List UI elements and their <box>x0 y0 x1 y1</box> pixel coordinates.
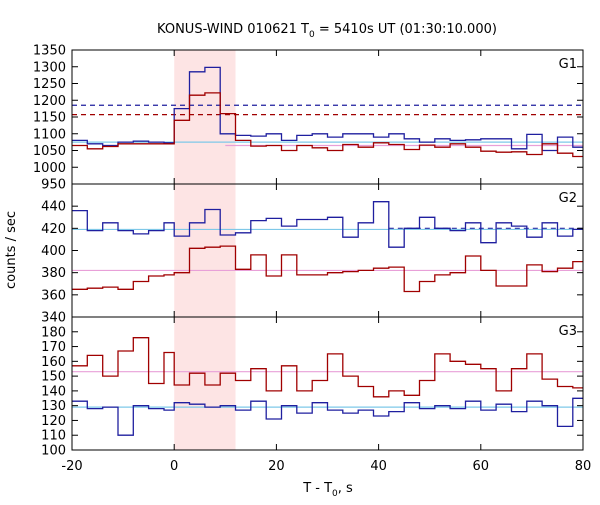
panel-label-g2: G2 <box>559 191 577 206</box>
y-tick-label: 140 <box>41 384 66 399</box>
x-axis-title: T - T0, s <box>302 481 353 499</box>
y-tick-label: 130 <box>41 399 66 414</box>
panel-g2: 340 360 380 400 420 440 G2 <box>41 183 584 326</box>
y-tick-label: 1100 <box>33 127 66 142</box>
x-tick-label: -20 <box>61 459 82 474</box>
panel-frame-g1 <box>71 49 584 185</box>
y-tick-label: 100 <box>41 444 66 459</box>
panel-frame-g2 <box>71 183 584 318</box>
panel-frame-g3 <box>71 316 584 451</box>
y-tick-label: 120 <box>41 414 66 429</box>
y-tick-label: 1150 <box>33 111 66 126</box>
plot-layer: 95010001050110011501200125013001350G1340… <box>33 44 591 475</box>
chart-title-subscript: 0 <box>309 30 315 40</box>
x-axis-title-subscript: 0 <box>332 489 338 499</box>
panel-label-g3: G3 <box>559 324 577 339</box>
x-tick-label: 20 <box>268 459 285 474</box>
series-g2-red <box>72 245 583 293</box>
y-tick-label: 170 <box>41 340 66 355</box>
chart-title-suffix: = 5410s UT (01:30:10.000) <box>315 22 497 37</box>
series-g3-blue <box>72 397 583 436</box>
y-tick-label: 1300 <box>33 60 66 75</box>
y-tick-label: 160 <box>41 355 66 370</box>
y-tick-label: 1050 <box>33 144 66 159</box>
x-tick-label: 40 <box>370 459 387 474</box>
y-tick-label: 950 <box>41 178 66 193</box>
y-tick-label: 180 <box>41 325 66 340</box>
panel-label-g1: G1 <box>559 57 577 72</box>
x-tick-label: 0 <box>170 459 178 474</box>
y-tick-label: 400 <box>41 244 66 259</box>
y-tick-label: 420 <box>41 222 66 237</box>
chart-title-prefix: KONUS-WIND 010621 T <box>157 22 309 37</box>
y-tick-label: 360 <box>41 288 66 303</box>
series-g2-blue <box>72 201 583 248</box>
series-g1-red <box>72 92 583 158</box>
y-axis-title: counts / sec <box>4 211 19 289</box>
y-tick-label: 1350 <box>33 44 66 59</box>
y-tick-label: 1000 <box>33 161 66 176</box>
series-g1-blue <box>72 66 583 152</box>
x-tick-label: 80 <box>575 459 592 474</box>
chart-title: KONUS-WIND 010621 T0 = 5410s UT (01:30:1… <box>157 22 497 40</box>
series-g3-red <box>72 337 583 398</box>
burst-interval-highlight <box>174 50 236 450</box>
y-tick-label: 340 <box>41 311 66 326</box>
x-tick-label: 60 <box>473 459 490 474</box>
y-tick-label: 1250 <box>33 77 66 92</box>
y-tick-label: 380 <box>41 266 66 281</box>
x-axis-title-suffix: , s <box>338 481 353 496</box>
y-tick-label: 110 <box>41 429 66 444</box>
x-axis-title-prefix: T - T <box>302 481 332 496</box>
y-tick-label: 440 <box>41 200 66 215</box>
y-tick-label: 1200 <box>33 94 66 109</box>
y-tick-label: 150 <box>41 370 66 385</box>
